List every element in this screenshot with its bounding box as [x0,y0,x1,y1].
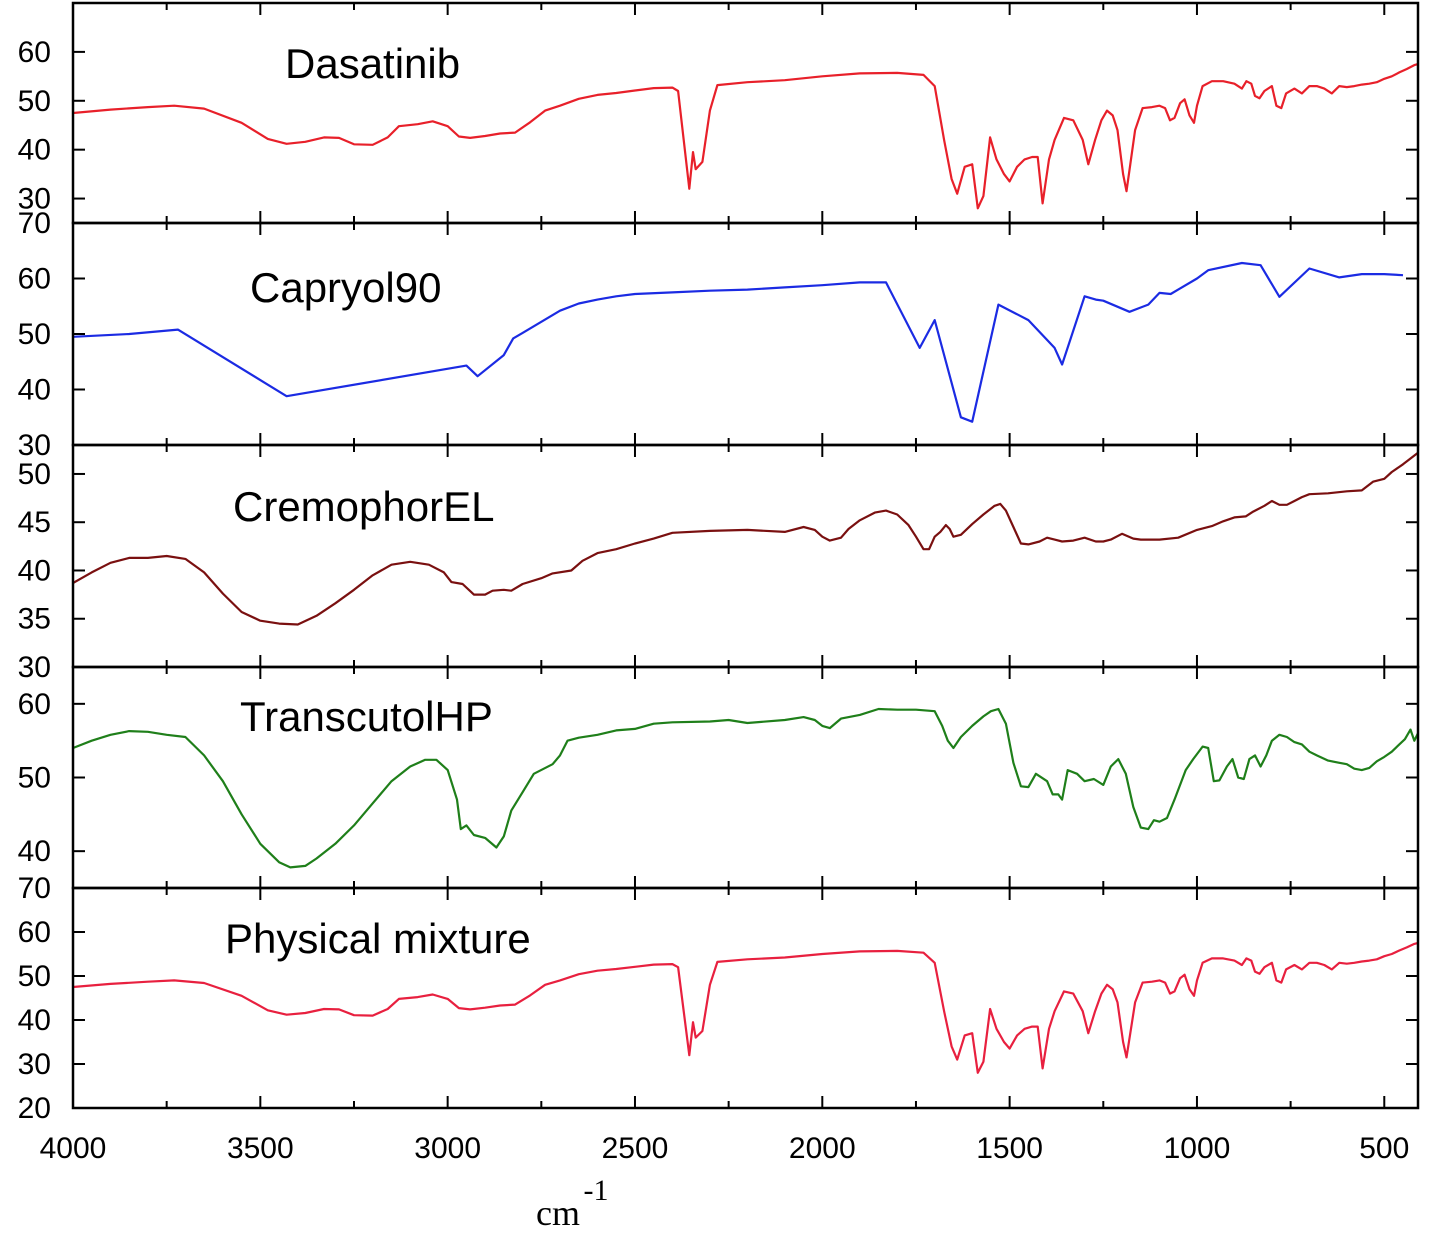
series-line [73,261,1404,423]
panel-frame [71,443,1420,669]
y-tick-label: 70 [18,207,51,240]
panel-1: 30 40 50 60 Dasatinib [18,1,1420,225]
y-tick-label: 30 [18,429,51,462]
y-tick-label: 40 [18,374,51,407]
panel-frame [71,886,1420,1110]
panel-title: Physical mixture [225,915,531,962]
series-line [73,451,1418,626]
panel-frame [71,221,1420,447]
x-tick-label: 3500 [227,1132,294,1165]
x-axis-unit-exponent: -1 [584,1174,609,1207]
series-line [73,941,1418,1074]
panel-stack: 30 40 50 60 Dasatinib 30 40 50 60 70 Capryol90 30 35… [18,1,1420,1125]
x-axis: 4000 3500 3000 2500 2000 1500 1000 500 [40,1132,1410,1165]
y-tick-label: 70 [18,872,51,905]
series-line [73,63,1418,210]
y-tick-label: 60 [18,36,51,69]
panel-title: TranscutolHP [240,693,493,740]
y-tick-label: 35 [18,603,51,636]
y-tick-label: 45 [18,506,51,539]
panel-4: 40 50 60 TranscutolHP [18,665,1420,890]
x-axis-unit: cm [536,1193,580,1233]
y-tick-label: 40 [18,1004,51,1037]
y-tick-label: 50 [18,85,51,118]
y-tick-label: 60 [18,916,51,949]
y-tick-label: 30 [18,651,51,684]
panel-5: 20 30 40 50 60 70 Physical mixture [18,872,1420,1125]
y-tick-label: 20 [18,1092,51,1125]
y-tick-label: 40 [18,134,51,167]
y-tick-label: 40 [18,554,51,587]
y-tick-label: 60 [18,263,51,296]
x-tick-label: 3000 [414,1132,481,1165]
panel-title: CremophorEL [233,483,494,530]
panel-3: 30 35 40 45 50 CremophorEL [18,443,1420,684]
y-tick-label: 30 [18,183,51,216]
x-tick-label: 1000 [1164,1132,1231,1165]
x-tick-label: 4000 [40,1132,107,1165]
y-tick-label: 50 [18,960,51,993]
x-tick-label: 2000 [789,1132,856,1165]
panel-title: Capryol90 [250,264,441,311]
x-tick-label: 500 [1359,1132,1409,1165]
panel-2: 30 40 50 60 70 Capryol90 [18,207,1420,462]
y-tick-label: 50 [18,318,51,351]
x-tick-label: 2500 [602,1132,669,1165]
y-tick-label: 40 [18,835,51,868]
y-tick-label: 50 [18,458,51,491]
y-tick-label: 30 [18,1048,51,1081]
y-tick-label: 50 [18,762,51,795]
panel-frame [71,1,1420,225]
y-tick-label: 60 [18,688,51,721]
panel-title: Dasatinib [285,40,460,87]
series-line [73,707,1418,869]
x-tick-label: 1500 [976,1132,1043,1165]
